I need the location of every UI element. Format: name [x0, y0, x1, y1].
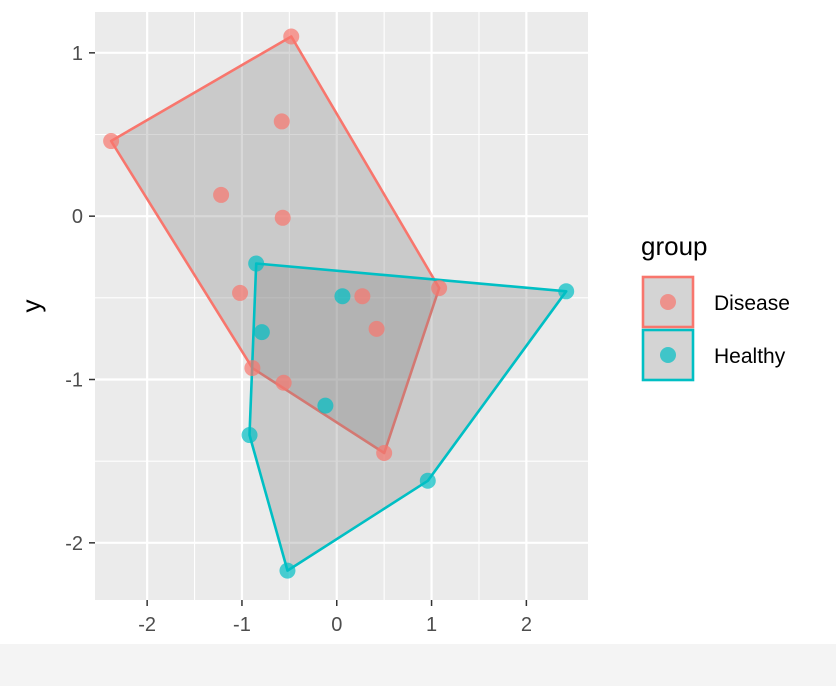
point-disease: [354, 288, 371, 305]
point-healthy: [248, 255, 265, 272]
legend: group Disease Healthy: [641, 231, 790, 382]
y-axis-title: y: [16, 300, 46, 313]
plot-panel: [95, 12, 588, 600]
point-disease: [244, 360, 261, 377]
point-healthy: [334, 288, 351, 305]
x-tick-label: 0: [331, 614, 342, 636]
major-gridlines: [95, 12, 588, 600]
y-tick-label: -2: [65, 533, 83, 555]
point-disease: [232, 284, 249, 301]
data-points: [103, 28, 575, 579]
axis-ticks: [89, 52, 528, 606]
point-disease: [376, 445, 393, 461]
y-tick-label: -1: [65, 370, 83, 392]
point-disease: [273, 113, 290, 130]
legend-label-disease: Disease: [714, 292, 790, 315]
point-healthy: [317, 397, 334, 414]
hull-healthy: [248, 262, 568, 572]
point-disease: [431, 280, 448, 297]
point-healthy: [419, 472, 436, 489]
legend-title: group: [641, 231, 708, 261]
point-disease: [275, 374, 292, 391]
x-tick-label: 2: [521, 614, 532, 636]
x-tick-label: -2: [138, 614, 156, 636]
legend-label-healthy: Healthy: [714, 345, 786, 368]
point-healthy: [241, 427, 258, 444]
point-healthy: [253, 324, 270, 341]
y-tick-label: 0: [72, 206, 83, 228]
legend-dot-healthy: [660, 347, 676, 363]
legend-item-healthy: Healthy: [641, 328, 786, 382]
hull-disease: [109, 35, 441, 455]
x-tick-label: 1: [426, 614, 437, 636]
hull-polygons: [109, 35, 568, 572]
legend-item-disease: Disease: [641, 275, 790, 329]
x-tick-label: -1: [233, 614, 251, 636]
point-healthy: [558, 283, 575, 300]
point-disease: [283, 28, 300, 45]
point-disease: [103, 133, 120, 150]
y-tick-label: 1: [72, 43, 83, 65]
point-disease: [274, 209, 291, 226]
point-disease: [213, 186, 230, 203]
tick-labels: -2 -1 0 1 2 -2 -1 0 1: [65, 43, 532, 636]
footer-band: [0, 644, 836, 686]
legend-key-healthy: [641, 328, 695, 382]
point-disease: [368, 320, 385, 337]
legend-dot-disease: [660, 294, 676, 310]
point-healthy: [279, 562, 296, 579]
